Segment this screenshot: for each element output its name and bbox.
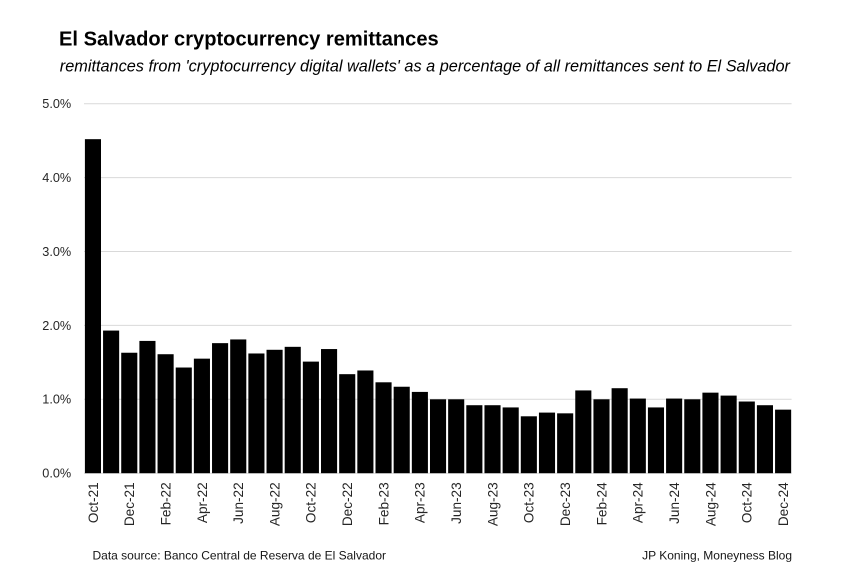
svg-text:Aug-22: Aug-22 [267,482,282,526]
svg-text:5.0%: 5.0% [42,97,71,111]
svg-text:Aug-23: Aug-23 [485,482,500,526]
svg-text:Aug-24: Aug-24 [703,482,718,526]
svg-text:Jun-23: Jun-23 [449,482,464,524]
svg-text:Apr-23: Apr-23 [413,482,428,523]
svg-text:Dec-24: Dec-24 [776,482,791,526]
svg-text:1.0%: 1.0% [42,393,71,407]
svg-text:Jun-22: Jun-22 [231,482,246,524]
svg-text:0.0%: 0.0% [42,467,71,481]
svg-text:Feb-22: Feb-22 [158,482,173,525]
svg-text:4.0%: 4.0% [42,171,71,185]
svg-text:Oct-22: Oct-22 [304,482,319,523]
svg-text:Oct-24: Oct-24 [740,482,755,523]
svg-text:Oct-23: Oct-23 [522,482,537,523]
svg-text:Feb-24: Feb-24 [594,482,609,526]
svg-text:Dec-21: Dec-21 [122,482,137,526]
svg-text:Dec-22: Dec-22 [340,482,355,526]
svg-text:remittances from 'cryptocurren: remittances from 'cryptocurrency digital… [60,57,791,75]
svg-text:El Salvador cryptocurrency rem: El Salvador cryptocurrency remittances [59,29,439,51]
svg-text:Data source: Banco Central de: Data source: Banco Central de Reserva de… [93,549,387,563]
svg-text:Feb-23: Feb-23 [376,482,391,525]
svg-text:Jun-24: Jun-24 [667,482,682,524]
svg-text:Dec-23: Dec-23 [558,482,573,526]
svg-text:2.0%: 2.0% [42,319,71,333]
svg-text:Apr-24: Apr-24 [631,482,646,523]
svg-text:JP Koning, Moneyness Blog: JP Koning, Moneyness Blog [642,549,792,563]
svg-text:Apr-22: Apr-22 [195,482,210,523]
svg-text:3.0%: 3.0% [42,245,71,259]
svg-text:Oct-21: Oct-21 [86,482,101,523]
